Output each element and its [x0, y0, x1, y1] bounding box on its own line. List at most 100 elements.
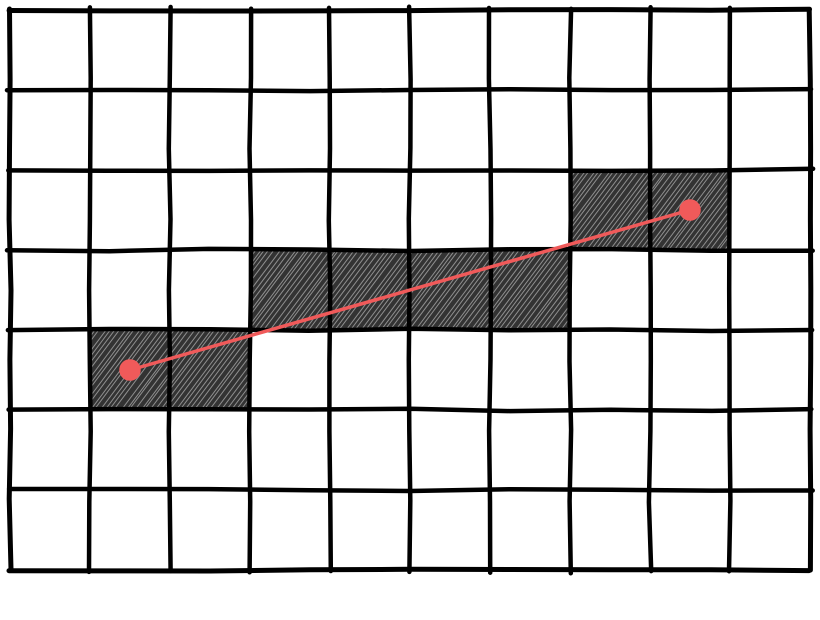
hatch-stroke [170, 330, 196, 364]
hatch-stroke [693, 201, 730, 250]
hatch-stroke [410, 250, 436, 285]
hatch-stroke [134, 362, 170, 410]
hatch-stroke [490, 250, 547, 326]
hatch-stroke [354, 255, 410, 330]
hatch-stroke [650, 170, 691, 225]
hatch-stroke [250, 250, 291, 305]
hatch-stroke [570, 170, 601, 211]
hatch-stroke [594, 176, 650, 250]
hatch-stroke [515, 256, 570, 330]
hatch-stroke [314, 308, 330, 330]
hatch-stroke [570, 170, 591, 198]
hatch-stroke [128, 354, 170, 410]
hatch-stroke [570, 170, 625, 244]
hatch-stroke [170, 330, 185, 350]
hatch-stroke [650, 170, 670, 196]
hatch-stroke [345, 250, 407, 330]
hatch-stroke [444, 268, 490, 330]
grid-border [6, 566, 812, 574]
hatch-stroke [280, 263, 330, 330]
grid-line-vertical [326, 5, 334, 574]
hatch-stroke [365, 269, 410, 330]
hatch-stroke [414, 250, 476, 330]
hatch-stroke [330, 250, 360, 289]
hatch-stroke [410, 250, 425, 270]
hatch-stroke [570, 170, 612, 226]
segment-end-point [679, 199, 701, 221]
hatch-stroke [410, 250, 470, 330]
hatch-stroke [474, 309, 490, 330]
hatch-stroke [120, 344, 170, 410]
hatch-stroke [170, 330, 212, 386]
hatch-stroke [650, 170, 700, 237]
hatch-stroke [90, 330, 135, 390]
hatch-stroke [334, 250, 396, 330]
hatch-stroke [574, 170, 636, 250]
grid-line-vertical [166, 4, 173, 574]
grid-border [806, 7, 814, 573]
hatch-stroke [410, 250, 466, 324]
filled-cell [170, 330, 250, 410]
hatch-stroke [599, 182, 650, 250]
hatch-stroke [534, 281, 570, 330]
hatch-stroke [609, 195, 650, 250]
grid-line-vertical [246, 6, 254, 575]
hatch-stroke [330, 250, 355, 284]
hatch-stroke [208, 354, 250, 410]
hatch-stroke [650, 170, 675, 204]
hatch-stroke [570, 170, 605, 216]
hatch-stroke [170, 330, 226, 405]
hatch-stroke [503, 250, 565, 330]
hatch-stroke [250, 250, 310, 330]
hatch-stroke [490, 250, 526, 299]
hatch-stroke [203, 347, 250, 410]
hatch-stroke [289, 275, 330, 330]
hatch-stroke [125, 351, 170, 410]
hatch-stroke [425, 250, 487, 330]
cell-hatching [410, 250, 490, 330]
hatch-stroke [90, 330, 120, 370]
hatch-stroke [90, 330, 116, 364]
hatch-stroke [258, 250, 320, 330]
hatch-stroke [628, 221, 650, 250]
grid-line-vertical [486, 5, 494, 575]
hatch-stroke [250, 250, 287, 299]
hatch-stroke [384, 295, 410, 330]
hatch-stroke [250, 250, 297, 313]
hatch-stroke [579, 170, 641, 250]
grid-line-horizontal [6, 406, 814, 414]
grid-border [6, 6, 812, 14]
grid-line-horizontal [4, 246, 815, 254]
hatch-stroke [184, 330, 246, 410]
hatch-stroke [200, 343, 250, 410]
hatch-stroke [470, 304, 490, 330]
hatch-stroke [369, 275, 410, 330]
hatch-stroke [253, 250, 315, 330]
hatch-stroke [435, 257, 490, 330]
hatch-stroke [330, 250, 387, 326]
hatch-stroke [250, 250, 307, 326]
hatch-stroke [380, 290, 410, 330]
hatch-stroke [570, 170, 620, 237]
grid-line-horizontal [5, 326, 815, 334]
filled-cell [330, 250, 410, 330]
hatch-stroke [230, 384, 250, 410]
grid [4, 4, 816, 576]
hatch-stroke [149, 382, 170, 410]
hatch-stroke [450, 277, 490, 330]
hatch-stroke [704, 215, 730, 250]
hatch-stroke [275, 257, 330, 330]
hatch-stroke [410, 250, 452, 307]
hatch-stroke [554, 309, 570, 330]
hatch-stroke [179, 330, 241, 410]
hatch-stroke [90, 330, 107, 353]
hatch-stroke [490, 250, 505, 270]
hatch-stroke [494, 250, 556, 330]
hatch-stroke [90, 330, 141, 398]
hatch-stroke [650, 170, 696, 231]
hatch-stroke [330, 250, 391, 330]
hatch-stroke [428, 250, 490, 330]
hatch-stroke [453, 281, 490, 330]
hatch-stroke [570, 170, 587, 193]
